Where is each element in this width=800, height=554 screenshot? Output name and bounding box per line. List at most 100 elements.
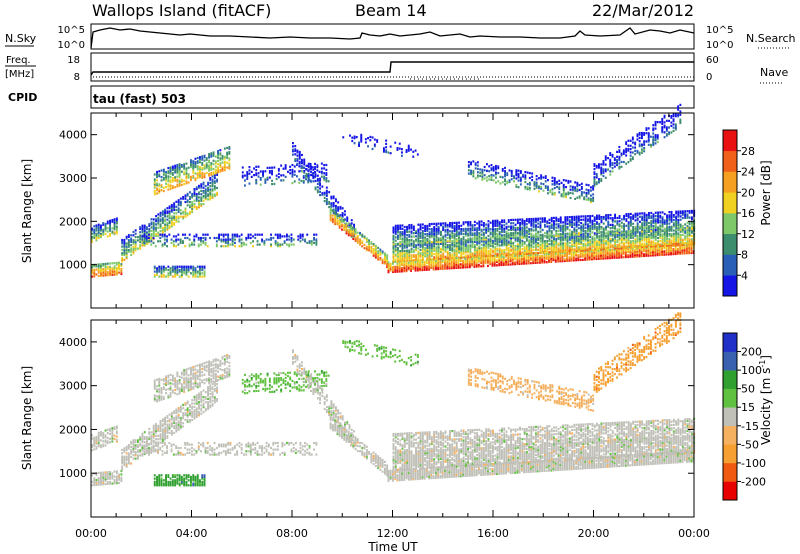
echo-cell (677, 237, 680, 240)
echo-cell (109, 273, 111, 277)
echo-cell (505, 245, 508, 248)
echo-cell (428, 265, 431, 268)
echo-cell (625, 233, 628, 236)
echo-cell (257, 175, 260, 178)
echo-cell (691, 238, 693, 241)
echo-cell (264, 180, 267, 183)
echo-cell (178, 166, 181, 169)
echo-cell (650, 242, 653, 245)
echo-cell (121, 238, 124, 242)
echo-cell (489, 249, 492, 252)
echo-cell (157, 231, 160, 234)
echo-cell (618, 220, 621, 223)
echo-cell (455, 250, 458, 253)
echo-cell (684, 227, 687, 230)
echo-cell (562, 232, 564, 235)
echo-cell (520, 256, 523, 259)
echo-cell (494, 237, 497, 240)
echo-cell (455, 223, 458, 226)
echo-cell (659, 245, 662, 248)
echo-cell (168, 225, 171, 228)
echo-cell (509, 256, 512, 259)
echo-cell (512, 248, 515, 251)
echo-cell (198, 191, 200, 194)
echo-cell (464, 256, 467, 259)
echo-cell (314, 186, 317, 189)
echo-cell (397, 224, 399, 227)
echo-cell (426, 251, 429, 254)
echo-cell (657, 221, 659, 224)
echo-cell (196, 165, 199, 168)
echo-cell (652, 242, 655, 245)
echo-cell (186, 194, 189, 197)
echo-cell (270, 233, 272, 236)
echo-cell (335, 198, 337, 201)
echo-cell (643, 217, 646, 220)
echo-cell (618, 215, 621, 218)
echo-cell (568, 219, 571, 222)
echo-cell (496, 222, 499, 226)
echo-cell (305, 176, 308, 179)
echo-cell (449, 257, 451, 260)
echo-cell (615, 253, 618, 256)
echo-cell (516, 251, 519, 254)
echo-cell (643, 248, 645, 251)
echo-cell (500, 255, 503, 258)
echo-cell (591, 219, 594, 222)
echo-cell (602, 235, 605, 238)
echo-cell (510, 237, 512, 240)
echo-cell (307, 174, 310, 177)
echo-cell (217, 156, 219, 159)
echo-cell (127, 244, 130, 247)
echo-cell (204, 243, 207, 246)
echo-cell (520, 261, 523, 264)
echo-cell (184, 245, 187, 248)
echo-cell (609, 234, 612, 237)
echo-cell (484, 258, 487, 261)
echo-cell (521, 234, 524, 237)
echo-cell (170, 222, 173, 225)
echo-cell (134, 229, 137, 232)
echo-cell (525, 252, 528, 255)
echo-cell (410, 251, 413, 254)
echo-cell (222, 240, 225, 243)
echo-cell (208, 153, 210, 156)
echo-cell (491, 262, 494, 266)
echo-cell (649, 252, 652, 255)
echo-cell (602, 215, 605, 219)
echo-cell (283, 241, 286, 244)
cpid-panel: tau (fast) 503 CPID (8, 85, 695, 109)
echo-cell (203, 176, 206, 179)
echo-cell (686, 245, 688, 248)
echo-cell (534, 255, 537, 258)
echo-cell (460, 239, 463, 243)
echo-cell (419, 264, 421, 267)
echo-cell (469, 230, 472, 234)
echo-cell (394, 260, 397, 263)
echo-cell (564, 227, 567, 230)
echo-cell (473, 245, 476, 248)
echo-cell (518, 261, 521, 264)
echo-cell (215, 243, 218, 246)
echo-cell (193, 243, 196, 246)
echo-cell (408, 256, 411, 259)
echo-cell (683, 252, 686, 255)
echo-cell (218, 233, 220, 236)
echo-cell (690, 245, 693, 248)
echo-cell (121, 245, 124, 248)
echo-cell (611, 253, 614, 256)
echo-cell (622, 252, 625, 256)
echo-cell (153, 180, 156, 183)
echo-cell (666, 221, 668, 224)
echo-cell (208, 172, 210, 175)
echo-cell (654, 211, 657, 214)
echo-cell (672, 248, 675, 251)
echo-cell (449, 238, 451, 241)
echo-cell (201, 161, 204, 165)
echo-cell (188, 238, 191, 241)
echo-cell (106, 274, 109, 277)
echo-cell (492, 243, 494, 246)
echo-cell (632, 226, 635, 229)
echo-cell (528, 241, 531, 244)
echo-cell (180, 270, 183, 273)
